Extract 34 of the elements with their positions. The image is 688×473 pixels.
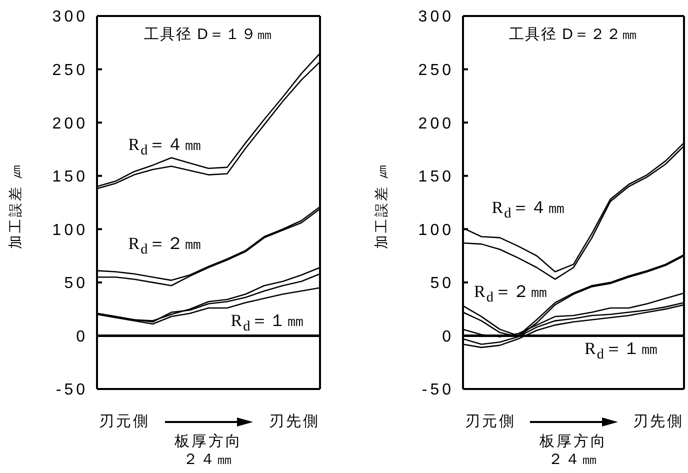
y-tick-label: 0 [76,328,88,346]
text: 刃先側 [633,412,684,432]
text: 刃元側 [99,412,150,432]
y-tick-label: 200 [418,115,454,132]
series-label: R$_{d}$＝４㎜ [128,134,203,160]
y-tick-label: -50 [56,382,88,399]
y-tick-label: 200 [52,115,88,132]
series-label: R$_{d}$＝１㎜ [584,338,659,365]
y-tick-label: 50 [64,275,88,292]
series-label: R$_{d}$＝４㎜ [492,197,566,224]
y-tick-label: 0 [442,328,454,346]
text: 工具径 D＝２２㎜ [508,25,639,45]
series-label: R$_{d}$＝２㎜ [128,232,203,259]
text: 刃元側 [465,412,516,432]
y-tick-label: 300 [52,8,88,26]
text: ２４㎜ [182,450,235,470]
y-tick-label: 100 [52,222,88,239]
x-axis-title: 板厚方向 [538,433,608,451]
y-tick-label: 250 [418,62,454,79]
y-tick-label: 100 [418,222,454,239]
y-tick-label: 300 [418,8,454,26]
series-label: R$_{d}$＝１㎜ [230,310,306,336]
y-axis-title: 加工誤差 ㎛ [372,162,390,251]
text: 工具径 D＝１９㎜ [143,25,274,45]
x-axis-title: 板厚方向 [174,433,244,451]
series-label: R$_{d}$＝２㎜ [474,281,548,308]
y-tick-label: 50 [430,275,454,292]
y-tick-label: 150 [52,168,88,186]
y-tick-label: 250 [52,62,88,79]
text: 刃先側 [269,412,320,432]
y-tick-label: -50 [422,382,454,399]
y-axis-title: 加工誤差 ㎛ [6,162,24,251]
y-tick-label: 150 [418,168,454,186]
text: ２４㎜ [547,450,600,470]
